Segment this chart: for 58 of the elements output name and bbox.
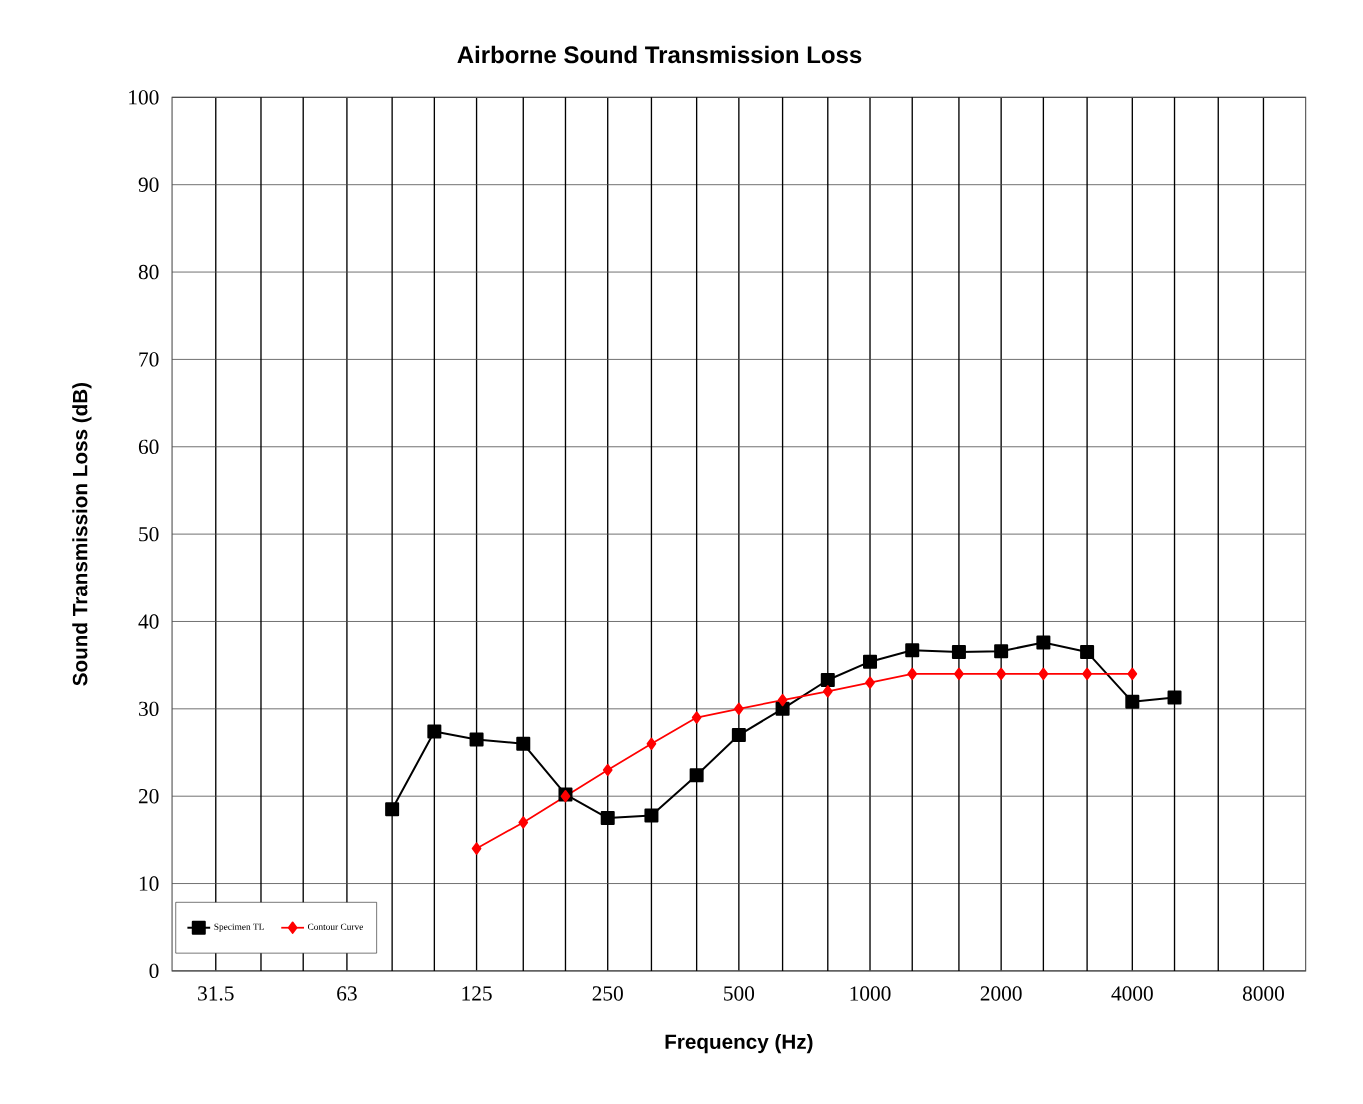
point — [600, 810, 615, 825]
y-tick-label: 40 — [138, 614, 159, 629]
point — [905, 643, 920, 658]
point — [775, 701, 790, 716]
x-tick-label: 8000 — [1242, 986, 1284, 1001]
y-tick-label: 100 — [129, 90, 159, 105]
y-tick-label: 30 — [139, 701, 159, 716]
point — [1127, 667, 1138, 680]
point — [996, 667, 1007, 680]
point — [469, 732, 484, 747]
y-tick-label: 80 — [138, 264, 159, 280]
point — [994, 644, 1009, 659]
point — [516, 736, 531, 751]
point — [644, 808, 659, 823]
point — [951, 644, 966, 659]
x-tick-label: 31.5 — [198, 986, 234, 1001]
y-tick-label: 60 — [138, 439, 159, 454]
x-tick-label: 125 — [462, 986, 492, 1001]
point — [1167, 690, 1182, 705]
point — [518, 816, 529, 829]
point — [646, 737, 657, 750]
legend-label: Contour Curve — [307, 923, 363, 930]
point — [863, 654, 878, 669]
point — [471, 842, 482, 855]
x-tick-label: 63 — [337, 986, 357, 1001]
chart-title: Airborne Sound Transmission Loss — [457, 45, 862, 64]
x-axis-title: Frequency (Hz) — [665, 1033, 813, 1054]
point — [602, 763, 613, 777]
point — [385, 802, 400, 817]
point — [691, 711, 702, 724]
y-tick-label: 0 — [149, 963, 159, 978]
x-tick-label: 250 — [592, 986, 623, 1001]
point — [865, 676, 875, 689]
point — [1125, 694, 1140, 709]
point — [689, 768, 704, 783]
point — [822, 685, 833, 698]
x-tick-label: 2000 — [980, 986, 1022, 1001]
point — [954, 667, 964, 680]
y-tick-label: 90 — [138, 177, 159, 192]
point — [731, 727, 746, 742]
y-tick-label: 10 — [139, 876, 159, 891]
y-tick-label: 50 — [139, 526, 159, 542]
point — [1082, 667, 1092, 680]
point — [907, 667, 918, 680]
point — [427, 724, 442, 739]
point — [777, 693, 788, 707]
point — [1036, 635, 1051, 650]
x-tick-label: 4000 — [1111, 986, 1153, 1001]
legend-label: Specimen TL — [214, 923, 264, 932]
x-tick-label: 500 — [724, 986, 755, 1001]
point — [733, 702, 744, 715]
point — [1038, 667, 1049, 680]
y-tick-label: 20 — [138, 788, 159, 804]
x-tick-label: 1000 — [850, 986, 891, 1001]
y-axis-title: Sound Transmission Loss (dB) — [72, 382, 92, 686]
point — [820, 672, 835, 687]
y-tick-label: 70 — [139, 352, 159, 367]
point — [1080, 644, 1095, 659]
